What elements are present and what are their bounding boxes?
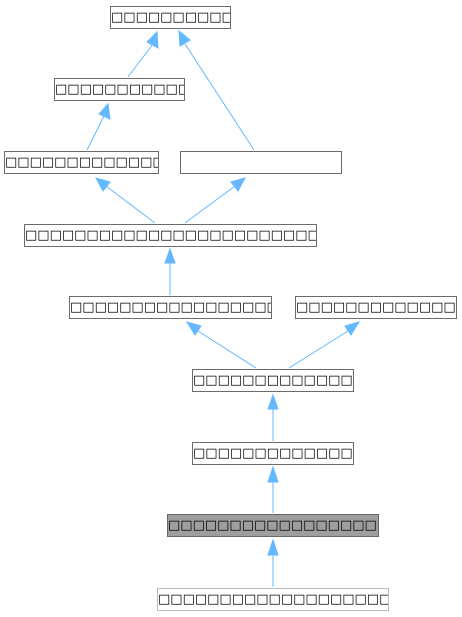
class-node-n5[interactable]: □□□□□□□□□□□□□□□□□□□□□□□□□□□□□□□□□□□□□□□□… [24,224,317,247]
arrowhead-n9-n8-icon [267,393,279,410]
class-node-derived[interactable]: □□□□□□□□□□□□□□□□□□□□□□□□□□□□□□□□□□□□□□ [157,588,389,611]
class-node-n2[interactable]: □□□□□□□□□□□□□□□□□□□ [54,78,185,101]
arrowhead-n6-n5-icon [164,247,176,264]
arrowhead-n8-n6-icon [185,321,202,336]
class-node-current[interactable]: □□□□□□□□□□□□□□□□□□□□□□□□□□□□□□□□□□ [167,514,379,537]
edge-n3-n2 [86,115,105,151]
arrowhead-n10-n9-icon [267,465,279,483]
edge-n2-n1 [127,43,154,78]
class-node-n1[interactable]: □□□□□□□□□□□□□□□□□□ [110,6,231,29]
class-node-n6[interactable]: □□□□□□□□□□□□□□□□□□□□□□□□□□□□□□□□ [69,296,272,319]
arrowhead-n4-n1-icon [178,29,191,47]
arrowhead-n5-n4-icon [230,177,247,192]
class-node-n4[interactable] [180,151,342,174]
edge-n8-n6 [197,330,257,369]
arrowhead-n8-n7-icon [344,321,361,336]
edge-n4-n1 [184,43,255,151]
edge-n8-n7 [288,330,349,369]
class-node-n9[interactable]: □□□□□□□□□□□□□□□□□□□□□□□□ [192,442,354,465]
edge-n5-n3 [105,185,156,224]
edge-n5-n4 [184,185,236,224]
arrowhead-n5-n3-icon [94,177,111,192]
arrowhead-n3-n2-icon [98,102,111,120]
class-node-n7[interactable]: □□□□□□□□□□□□□□□□□□□□□□□□ [295,296,457,319]
class-node-n8[interactable]: □□□□□□□□□□□□□□□□□□□□□□□□ [192,369,354,392]
arrowhead-n11-n10-icon [267,538,279,556]
class-node-n3[interactable]: □□□□□□□□□□□□□□□□□□□□□□ [4,151,159,174]
arrowhead-n2-n1-icon [146,30,159,49]
